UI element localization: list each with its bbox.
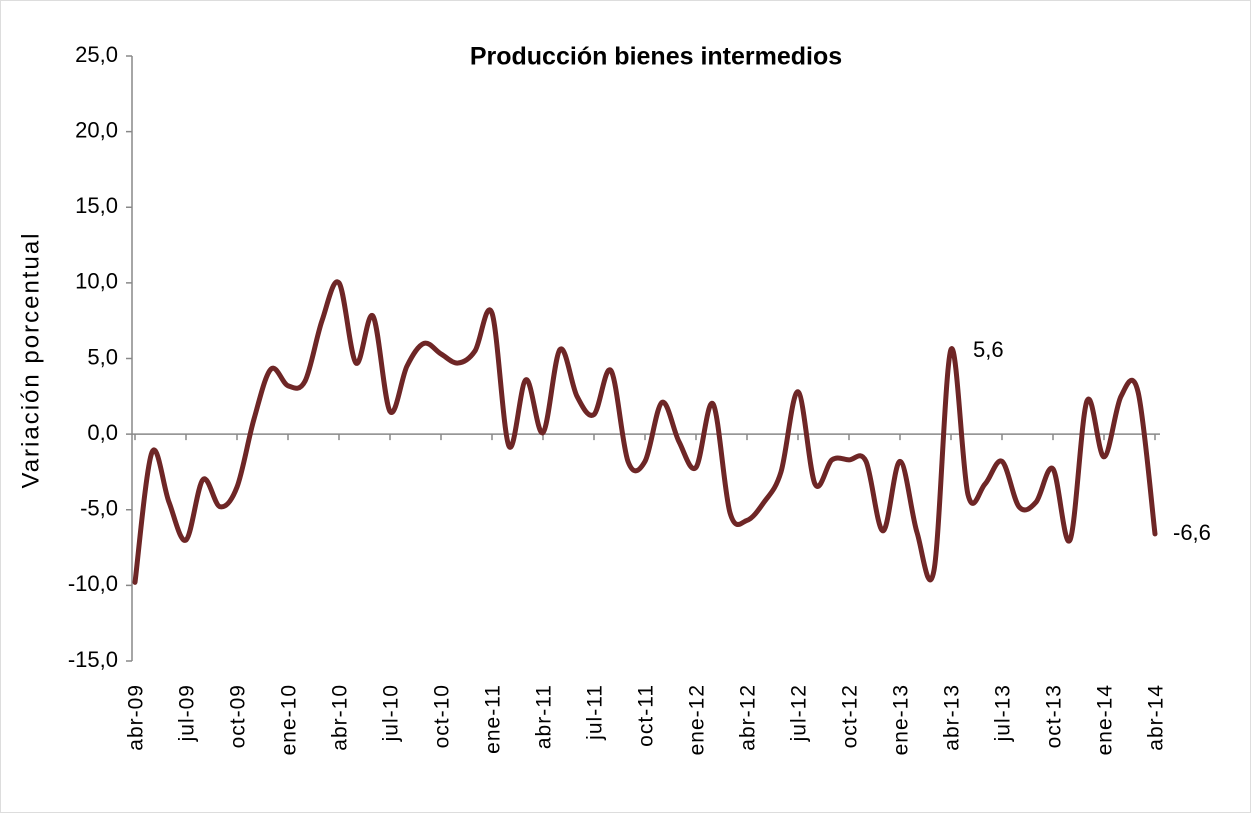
y-tick-label: 20,0 [75, 117, 118, 142]
x-tick-label: oct-11 [635, 684, 658, 747]
y-tick-label: -5,0 [80, 496, 118, 521]
x-tick-label: jul-09 [176, 684, 199, 742]
x-tick-label: jul-12 [788, 684, 811, 742]
data-label: 5,6 [973, 337, 1004, 362]
x-tick-label: oct-13 [1043, 684, 1066, 748]
x-tick-label: jul-10 [380, 684, 403, 742]
x-tick-label: ene-12 [686, 684, 709, 755]
y-tick-label: 25,0 [75, 42, 118, 67]
x-tick-label: ene-13 [890, 684, 913, 755]
data-label: -6,6 [1173, 520, 1211, 545]
x-tick-label: jul-13 [992, 684, 1015, 742]
x-tick-label: abr-14 [1145, 684, 1168, 751]
y-axis-label: Variación porcentual [17, 231, 44, 488]
data-line [132, 279, 1158, 585]
y-tick-label: -10,0 [68, 571, 118, 596]
x-tick-label: ene-14 [1094, 684, 1117, 755]
x-tick-label: oct-12 [839, 684, 862, 748]
x-tick-label: oct-09 [227, 684, 250, 748]
x-tick-label: ene-10 [278, 684, 301, 755]
y-tick-label: -15,0 [68, 647, 118, 672]
x-tick-label: abr-12 [737, 684, 760, 751]
y-tick-label: 0,0 [87, 420, 118, 445]
x-tick-label: oct-10 [431, 684, 454, 748]
y-tick-label: 5,0 [87, 344, 118, 369]
x-tick-label: abr-09 [125, 684, 148, 751]
y-tick-label: 10,0 [75, 269, 118, 294]
x-tick-label: ene-11 [482, 684, 505, 754]
x-tick-label: jul-11 [584, 684, 607, 741]
x-tick-label: abr-13 [941, 684, 964, 751]
x-tick-label: abr-11 [533, 684, 556, 749]
chart-title: Producción bienes intermedios [470, 43, 842, 71]
x-tick-label: abr-10 [329, 684, 352, 751]
y-tick-label: 15,0 [75, 193, 118, 218]
